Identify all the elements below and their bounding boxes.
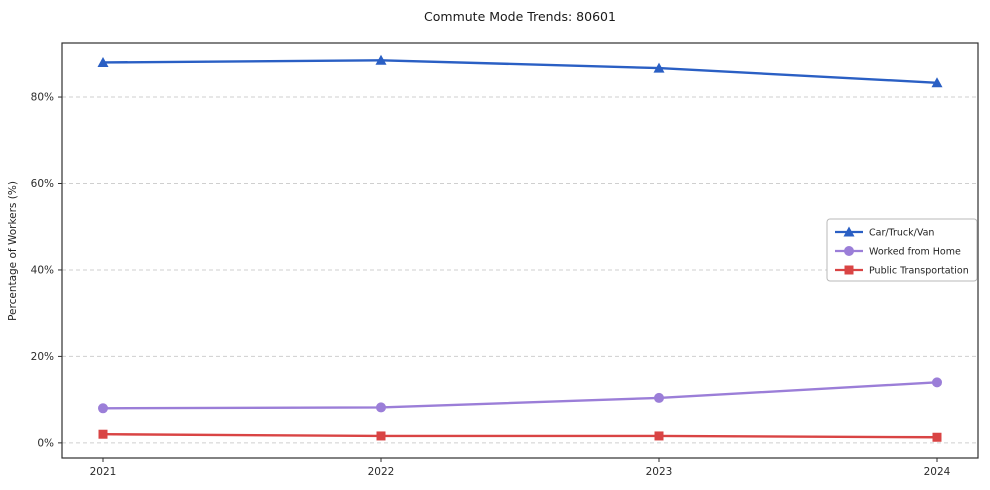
x-tick-label: 2023 [646,466,673,478]
square-marker [98,429,108,439]
square-marker [844,265,854,275]
triangle-marker [931,77,943,88]
circle-marker [98,403,108,414]
series-line [101,433,939,439]
plot-frame [61,42,979,459]
series-car-truck-van [97,54,943,88]
legend-box [826,218,978,282]
series-public-transportation [98,429,942,442]
series-line [101,381,939,410]
x-tick-label: 2022 [368,466,395,478]
circle-marker [654,392,664,403]
legend-label: Car/Truck/Van [869,228,934,239]
chart-title: Commute Mode Trends: 80601 [424,9,616,24]
circle-marker [932,377,942,388]
series-worked-from-home [98,377,942,414]
circle-marker [376,402,386,413]
y-tick-label: 0% [37,437,54,449]
y-tick-label: 20% [31,351,54,363]
legend-label: Public Transportation [869,266,969,277]
square-marker [654,431,664,441]
legend-label: Worked from Home [869,247,961,258]
y-tick-label: 40% [31,264,54,276]
y-axis: 0% 20% 40% 60% 80% [31,92,62,449]
legend: Car/Truck/Van Worked from Home Public Tran… [826,218,978,282]
x-axis: 2021 2022 2023 2024 [90,458,951,478]
square-marker [376,431,386,441]
gridlines [62,96,978,444]
series-line [101,59,939,84]
triangle-marker [97,56,109,67]
x-tick-label: 2024 [924,466,951,478]
y-tick-label: 80% [31,92,54,104]
y-tick-label: 60% [31,178,54,190]
x-tick-label: 2021 [90,466,117,478]
triangle-marker [653,62,665,73]
circle-marker [844,246,854,256]
square-marker [932,432,942,442]
triangle-marker [843,226,855,237]
triangle-marker [375,54,387,65]
